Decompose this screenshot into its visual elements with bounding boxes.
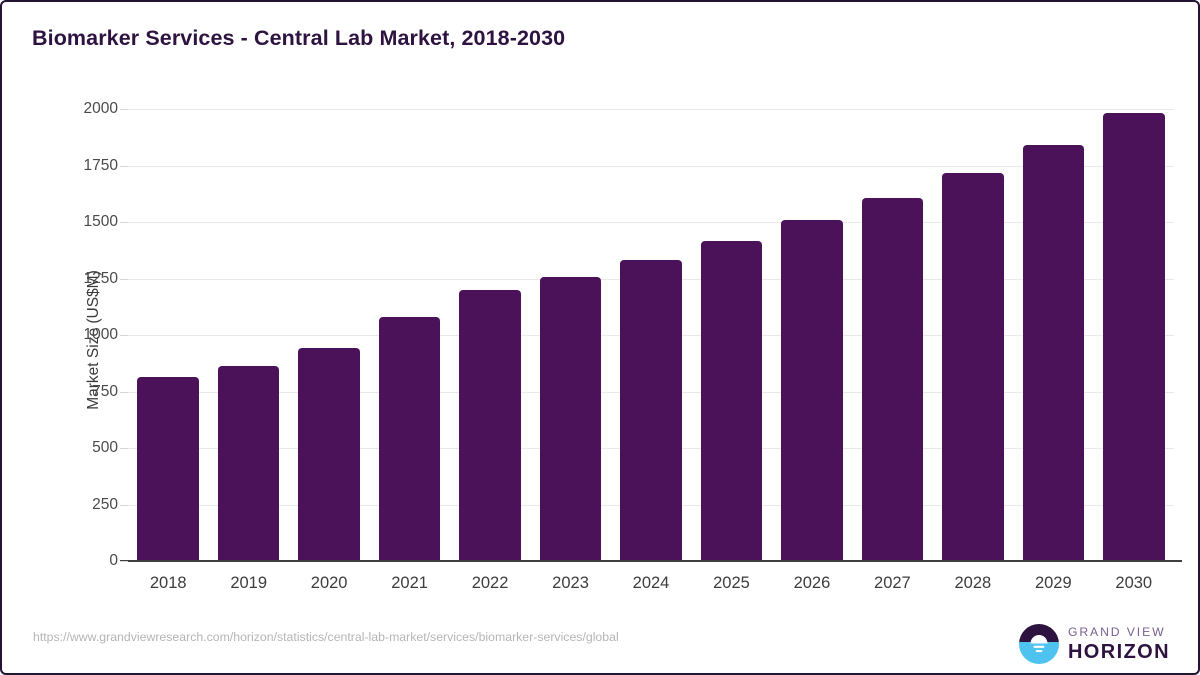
y-tick-label: 1750 xyxy=(83,156,118,174)
bar-2025[interactable] xyxy=(700,241,763,561)
x-tick-label-2023: 2023 xyxy=(552,574,589,592)
y-tick-mark xyxy=(120,165,128,167)
bar-2027[interactable] xyxy=(861,197,924,561)
x-tick-label-2025: 2025 xyxy=(713,574,750,592)
y-tick-mark xyxy=(120,222,128,223)
x-tick-label-2019: 2019 xyxy=(230,574,268,592)
logo-text-top: GRAND VIEW xyxy=(1067,625,1166,640)
horizon-sun-circle-icon xyxy=(1018,624,1059,664)
y-tick-mark xyxy=(120,391,128,393)
y-tick-mark xyxy=(120,561,128,562)
x-tick-label-2029: 2029 xyxy=(1034,574,1072,592)
x-tick-label-2026: 2026 xyxy=(793,574,831,592)
logo-text-bottom: HORIZON xyxy=(1067,640,1170,663)
bar-2029[interactable] xyxy=(1022,144,1085,561)
bar-2019[interactable] xyxy=(217,366,280,561)
bar-2018[interactable] xyxy=(137,376,199,561)
x-tick-label-2024: 2024 xyxy=(632,574,670,592)
x-tick-label-2018: 2018 xyxy=(149,574,187,592)
y-tick-label: 250 xyxy=(92,495,118,513)
y-axis-tick-labels: 0 250 500 750 1000 1250 1500 1750 2000 xyxy=(10,2,118,673)
x-tick-label-2028: 2028 xyxy=(954,574,992,592)
source-url[interactable]: https://www.grandviewresearch.com/horizo… xyxy=(33,630,619,644)
bar-2020[interactable] xyxy=(298,347,360,561)
brand-logo[interactable]: GRAND VIEW HORIZON xyxy=(1018,624,1170,664)
y-tick-label: 750 xyxy=(92,382,118,400)
y-tick-label: 2000 xyxy=(83,100,118,117)
gridline xyxy=(128,109,1174,110)
logo-wordmark: GRAND VIEW HORIZON xyxy=(1068,626,1170,661)
y-tick-mark xyxy=(120,504,128,506)
bar-2023[interactable] xyxy=(539,277,602,561)
y-tick-label: 500 xyxy=(92,439,118,456)
y-tick-mark xyxy=(120,335,128,336)
bar-2030[interactable] xyxy=(1102,113,1165,561)
y-tick-mark xyxy=(120,109,128,110)
y-tick-label: 1000 xyxy=(83,326,118,343)
x-tick-label-2020: 2020 xyxy=(310,574,348,592)
bar-2026[interactable] xyxy=(781,220,843,561)
y-tick-label: 0 xyxy=(109,552,118,569)
bar-2021[interactable] xyxy=(378,317,441,561)
bar-2028[interactable] xyxy=(942,172,1004,561)
gridline xyxy=(128,222,1174,223)
x-axis-line xyxy=(120,560,1182,562)
y-tick-mark xyxy=(120,278,128,280)
x-tick-label-2027: 2027 xyxy=(874,574,911,592)
bar-2024[interactable] xyxy=(620,260,682,561)
y-tick-label: 1500 xyxy=(83,213,118,230)
x-tick-label-2021: 2021 xyxy=(391,574,428,592)
page-title: Biomarker Services - Central Lab Market,… xyxy=(32,26,566,50)
plot-area xyxy=(128,109,1174,561)
y-tick-mark xyxy=(120,448,128,449)
x-tick-label-2030: 2030 xyxy=(1115,574,1153,592)
x-tick-label-2022: 2022 xyxy=(471,574,509,592)
gridline xyxy=(128,165,1174,167)
bar-2022[interactable] xyxy=(459,290,521,561)
y-tick-label: 1250 xyxy=(83,269,118,287)
